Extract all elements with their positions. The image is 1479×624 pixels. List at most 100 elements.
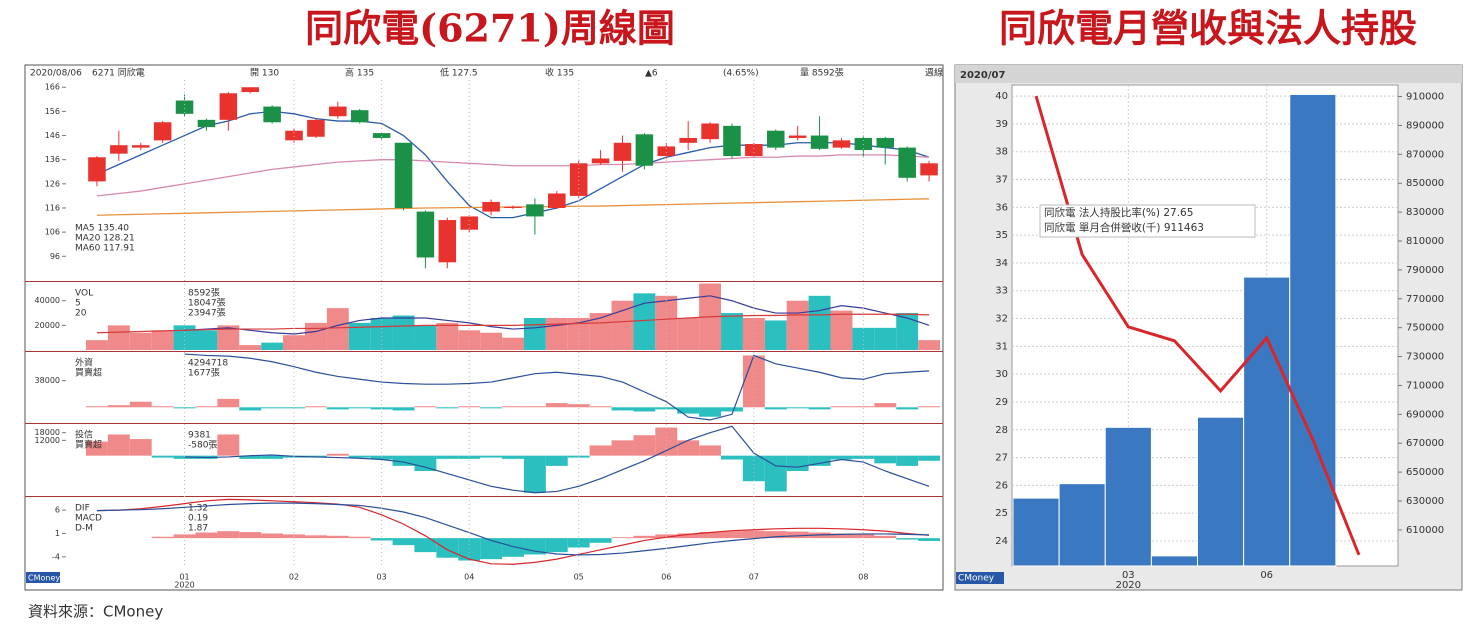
bar [852,406,875,408]
bar [414,538,437,553]
x-tick-label: 01 [179,573,189,582]
y2-tick-label: 830000 [1406,207,1444,218]
legend-item: 外資 [75,357,93,369]
bar [239,532,262,539]
bar [458,538,481,561]
bar [1197,416,1245,567]
x-axis-label: 2020 [1116,580,1141,591]
y2-tick-label: 610000 [1406,525,1444,536]
header-item: 2020/08/06 [30,69,82,79]
x-tick-label: 07 [749,573,759,582]
candle-body [350,110,369,123]
bar [830,310,853,350]
header-item: ▲6 [645,69,658,79]
bar [677,407,700,414]
bar [348,536,371,539]
bar [918,406,940,408]
bar [261,342,284,350]
bar [261,407,284,409]
bar [1150,555,1198,567]
header-item: 高 135 [345,67,374,79]
bar [918,538,940,541]
y-tick-label: 31 [995,341,1008,352]
bar [392,538,415,546]
candle-body [482,201,500,212]
bar [107,405,130,408]
y-tick-label: 20000 [35,321,60,330]
bar [414,455,437,471]
bar [764,531,787,539]
candle-body [394,142,413,208]
x-tick-label: 06 [661,573,671,582]
bar [217,531,240,539]
bar [918,455,940,461]
legend-item: MACD [75,514,102,524]
bar [852,327,875,350]
bar [699,445,722,456]
x-tick-label: 05 [574,573,584,582]
header-item: 開 130 [250,68,279,79]
candle-body [241,87,259,93]
line [1034,95,1361,556]
ma-line [96,154,930,197]
y-tick-label: 25 [995,508,1008,519]
bar [742,530,765,539]
bar [370,317,393,350]
right-title: 同欣電月營收與法人持股 [999,6,1417,51]
y-tick-label: 27 [995,453,1008,464]
legend-item: D-M [75,524,93,534]
bar [633,407,656,412]
bar [677,317,700,350]
bar [633,293,656,350]
bar [86,340,108,350]
candle-body [745,143,763,157]
bar [370,455,393,460]
bar [392,407,415,411]
legend-item: MA60 117.91 [75,244,135,254]
candle-body [854,137,873,151]
y-tick-label: 146 [45,131,60,140]
bar [217,398,240,408]
bar [392,455,415,466]
bar [348,455,371,458]
y-tick-label: 33 [995,286,1008,297]
bar [611,440,634,456]
legend-item: 23947張 [188,308,226,319]
y2-tick-label: 910000 [1406,92,1444,103]
bar [721,407,743,412]
legend-item: DIF [75,504,90,514]
bar [1058,483,1106,567]
bar [874,403,897,408]
bar [1012,497,1060,567]
bar [1243,276,1291,567]
bar [151,406,174,408]
candle-body [416,211,435,258]
bar [677,440,700,456]
bar [1289,93,1337,567]
candle-body [372,133,391,138]
candle-body [657,146,676,157]
bar [874,535,897,539]
y2-tick-label: 710000 [1406,380,1444,391]
source: 資料來源：CMoney [28,603,163,621]
candle-body [548,193,566,208]
bar [545,455,568,466]
bar [545,538,568,553]
candle-body [701,123,719,140]
candle-body [263,106,281,123]
bar [896,455,919,466]
y-tick-label: 32 [995,314,1008,325]
header-item: 量 8592張 [800,68,844,79]
y-tick-label: 38 [995,147,1008,158]
legend-item: MA5 135.40 [75,224,129,234]
logo: CMoney [958,574,995,584]
legend-item: 買賣超 [75,367,102,379]
y-tick-label: 39 [995,119,1008,130]
bar [239,407,262,411]
y-tick-label: 26 [995,480,1008,491]
legend-item: 20 [75,309,87,319]
bar [655,295,678,350]
bar [764,320,787,350]
candle-body [175,100,194,114]
